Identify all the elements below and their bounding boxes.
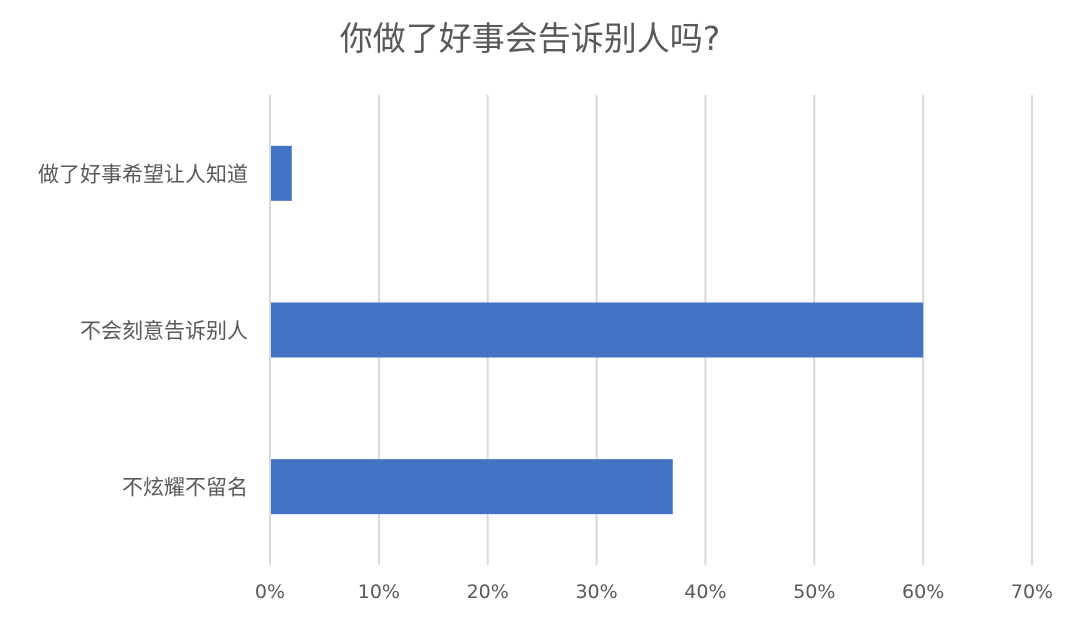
x-tick-label: 60%	[902, 581, 944, 603]
x-tick-label: 10%	[358, 581, 400, 603]
category-label: 做了好事希望让人知道	[38, 162, 248, 186]
chart-title: 你做了好事会告诉别人吗?	[340, 19, 721, 58]
x-tick-label: 20%	[467, 581, 509, 603]
x-tick-label: 50%	[793, 581, 835, 603]
x-tick-label: 70%	[1011, 581, 1053, 603]
category-label: 不会刻意告诉别人	[80, 319, 248, 343]
x-tick-label: 0%	[255, 581, 285, 603]
bar	[271, 145, 292, 201]
x-tick-label: 30%	[575, 581, 617, 603]
x-tick-label: 40%	[684, 581, 726, 603]
category-label: 不炫耀不留名	[122, 476, 248, 500]
bar	[271, 302, 924, 358]
bar	[271, 459, 673, 515]
